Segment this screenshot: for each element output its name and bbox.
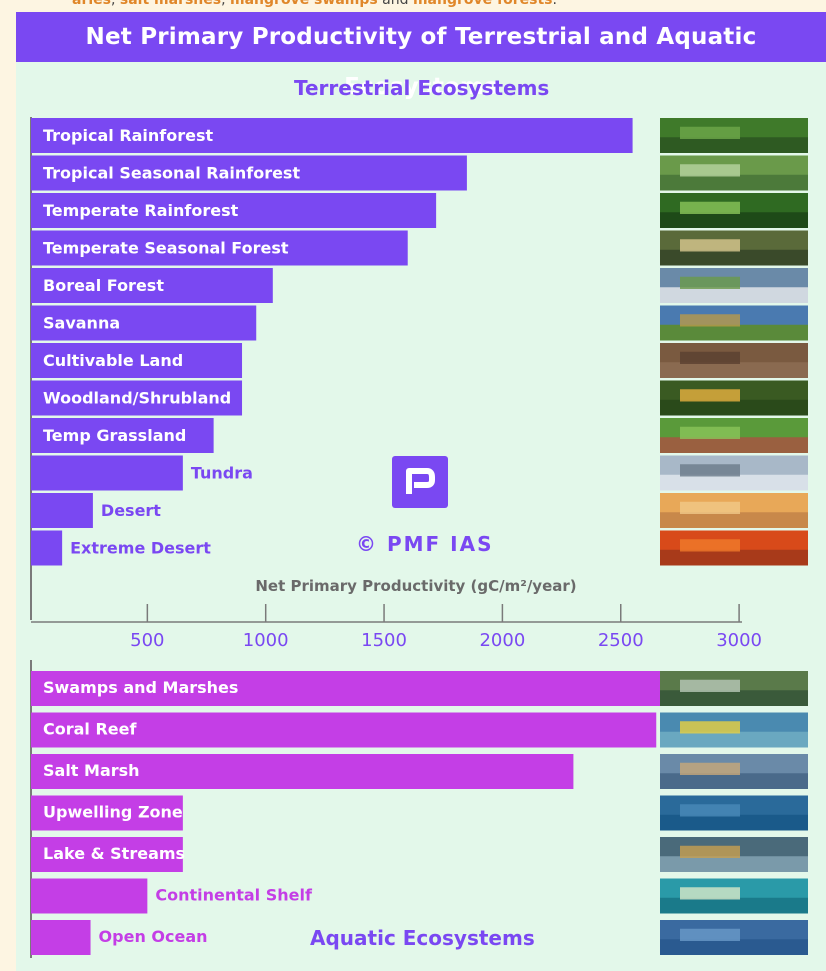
x-tick-label: 1500 (361, 630, 407, 651)
desert-photo (660, 493, 808, 528)
snippet-part: salt marshes (119, 0, 222, 8)
lake-photo (660, 837, 808, 872)
bar-label: Tundra (191, 464, 253, 483)
bar-aquatic (31, 837, 183, 872)
bar-label: Temperate Seasonal Forest (43, 239, 289, 258)
aquatic-section-title: Aquatic Ecosystems (310, 926, 535, 950)
bar-terrestrial (31, 418, 214, 453)
bar-label: Tropical Seasonal Rainforest (43, 164, 300, 183)
bar-label: Continental Shelf (155, 886, 313, 905)
woodland-photo (660, 380, 808, 416)
bar-label: Cultivable Land (43, 351, 183, 370)
temperate-forest-photo (660, 230, 808, 266)
rainforest-photo (660, 118, 808, 153)
bar-terrestrial (31, 530, 63, 566)
snippet-part: mangrove swamps (230, 0, 378, 8)
bar-label: Salt Marsh (43, 761, 140, 780)
bar-label: Coral Reef (43, 720, 138, 739)
x-tick-label: 2000 (479, 630, 525, 651)
bar-aquatic (31, 878, 148, 914)
boreal-forest-photo (660, 268, 808, 303)
savanna-photo (660, 305, 808, 341)
snippet-part: and (377, 0, 413, 8)
bar-aquatic (31, 712, 657, 748)
open-ocean-photo (660, 920, 808, 955)
snippet-part: , (221, 0, 231, 8)
upwelling-photo (660, 795, 808, 831)
bar-label: Tropical Rainforest (43, 126, 214, 145)
bar-terrestrial (31, 493, 93, 528)
bar-terrestrial (31, 343, 243, 378)
bar-label: Boreal Forest (43, 276, 164, 295)
bar-terrestrial (31, 455, 183, 491)
top-text-snippet: aries, salt marshes, mangrove swamps and… (72, 0, 557, 9)
grassland-photo (660, 418, 808, 453)
bar-terrestrial (31, 230, 408, 266)
bar-aquatic (31, 795, 183, 831)
page-title: Net Primary Productivity of Terrestrial … (16, 12, 826, 100)
temperate-rainforest-photo (660, 193, 808, 228)
bar-terrestrial (31, 380, 243, 416)
bar-label: Temperate Rainforest (43, 201, 239, 220)
bar-terrestrial (31, 268, 273, 303)
continental-shelf-photo (660, 878, 808, 914)
coral-reef-photo (660, 712, 808, 748)
x-tick-label: 3000 (716, 630, 762, 651)
bar-label: Extreme Desert (70, 539, 211, 558)
bar-label: Savanna (43, 314, 120, 333)
watermark-text: © PMF IAS (356, 532, 494, 556)
snippet-part: , (110, 0, 120, 8)
x-tick-label: 500 (130, 630, 164, 651)
bar-label: Open Ocean (99, 927, 208, 946)
x-tick-label: 1000 (243, 630, 289, 651)
x-axis-title: Net Primary Productivity (gC/m²/year) (255, 577, 576, 595)
salt-marsh-photo (660, 754, 808, 789)
bar-terrestrial (31, 193, 437, 228)
bar-aquatic (31, 671, 664, 706)
tundra-photo (660, 455, 808, 491)
extreme-desert-photo (660, 530, 808, 566)
cultivated-field-photo (660, 343, 808, 378)
bar-label: Woodland/Shrubland (43, 389, 231, 408)
snippet-part: . (552, 0, 557, 8)
pmf-logo (392, 456, 448, 508)
bar-terrestrial (31, 155, 467, 191)
bar-label: Desert (101, 501, 161, 520)
bar-label: Temp Grassland (43, 426, 186, 445)
bar-label: Lake & Streams (43, 844, 185, 863)
bar-aquatic (31, 920, 91, 955)
bar-aquatic (31, 754, 574, 789)
snippet-part: aries (72, 0, 111, 8)
logo-p-glyph (406, 468, 435, 494)
x-tick-label: 2500 (598, 630, 644, 651)
swamp-photo (660, 671, 808, 706)
seasonal-rainforest-photo (660, 155, 808, 191)
bar-terrestrial (31, 305, 257, 341)
bar-terrestrial (31, 118, 633, 153)
terrestrial-section-title: Terrestrial Ecosystems (294, 76, 550, 100)
bar-label: Swamps and Marshes (43, 678, 238, 697)
snippet-part: mangrove forests (412, 0, 553, 8)
bar-label: Upwelling Zone (43, 803, 183, 822)
